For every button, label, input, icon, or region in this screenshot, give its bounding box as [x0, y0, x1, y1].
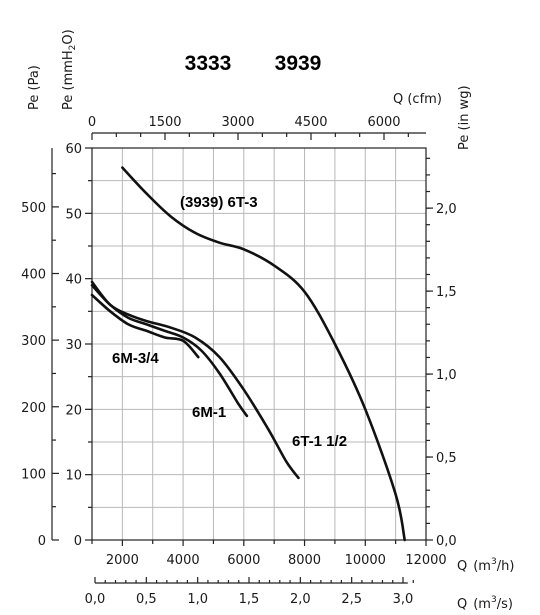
curve-6t-3: [121, 166, 406, 542]
x-m3h-tick-label: 2000: [106, 553, 139, 568]
x-m3h-tick-label: 12000: [405, 553, 446, 568]
grid: [92, 148, 426, 540]
y-mm-tick-label: 50: [65, 207, 82, 222]
x-cfm-tick-label: 0: [88, 115, 96, 130]
x-cfm-tick-label: 6000: [367, 115, 400, 130]
x-m3s-tick-label: 2,0: [290, 592, 311, 607]
x-m3h-tick-label: 10000: [345, 553, 386, 568]
y-left-mmh2o-label: Pe (mmH2O): [61, 29, 78, 110]
y-left-pa-label: Pe (Pa): [27, 65, 42, 110]
x-top-cfm-label: Q (cfm): [393, 92, 442, 107]
y-pa-tick-label: 100: [21, 467, 46, 482]
x-m3s-tick-label: 3,0: [393, 592, 414, 607]
curve-6m-1: [90, 283, 249, 418]
y-mm-tick-label: 10: [65, 469, 82, 484]
chart-title-3939: 3939: [275, 52, 322, 75]
y-inwg-tick-label: 1,5: [436, 285, 457, 300]
curve-6t-1-1-2: [90, 280, 300, 480]
curve-6m-3-4: [90, 293, 200, 359]
y-inwg-tick-label: 0,0: [436, 534, 457, 549]
series-label-6m-3-4: 6M-3/4: [112, 350, 159, 367]
x-bottom-m3s-label: Q (m3/s): [457, 595, 513, 612]
axes: [51, 132, 433, 584]
x-m3s-tick-label: 0,5: [136, 592, 157, 607]
curves: [90, 166, 406, 542]
y-inwg-tick-label: 0,5: [436, 451, 457, 466]
x-m3h-tick-label: 4000: [167, 553, 200, 568]
y-inwg-tick-label: 2,0: [436, 202, 457, 217]
y-pa-tick-label: 400: [21, 268, 46, 283]
series-label-6t-1-1-2: 6T-1 1/2: [292, 433, 347, 450]
y-pa-tick-label: 200: [21, 401, 46, 416]
y-mm-tick-label: 30: [65, 338, 82, 353]
x-m3h-tick-label: 6000: [227, 553, 260, 568]
y-inwg-tick-label: 1,0: [436, 368, 457, 383]
tick-labels: 0 10 20 30 40 50 60 0 100 200 300 400 500 0,0 0,5 1,0 1,…: [21, 115, 457, 607]
x-m3s-tick-label: 0,0: [85, 592, 106, 607]
y-mm-tick-label: 40: [65, 273, 82, 288]
x-m3h-tick-label: 8000: [288, 553, 321, 568]
y-pa-tick-label: 500: [21, 201, 46, 216]
x-cfm-tick-label: 4500: [294, 115, 327, 130]
y-mm-tick-label: 20: [65, 403, 82, 418]
x-bottom-m3h-label: Q (m3/h): [457, 557, 514, 574]
x-cfm-tick-label: 3000: [221, 115, 254, 130]
chart-title-3333: 3333: [185, 52, 232, 75]
x-cfm-tick-label: 1500: [148, 115, 181, 130]
series-label-6t-3: (3939) 6T-3: [180, 194, 258, 211]
y-pa-tick-label: 0: [38, 534, 46, 549]
x-m3s-tick-label: 2,5: [341, 592, 362, 607]
x-m3s-tick-label: 1,5: [239, 592, 260, 607]
y-pa-tick-label: 300: [21, 334, 46, 349]
y-mm-tick-label: 0: [74, 534, 82, 549]
x-m3s-tick-label: 1,0: [187, 592, 208, 607]
y-right-inwg-label: Pe (in wg): [457, 85, 472, 150]
series-label-6m-1: 6M-1: [192, 404, 226, 421]
y-mm-tick-label: 60: [65, 142, 82, 157]
